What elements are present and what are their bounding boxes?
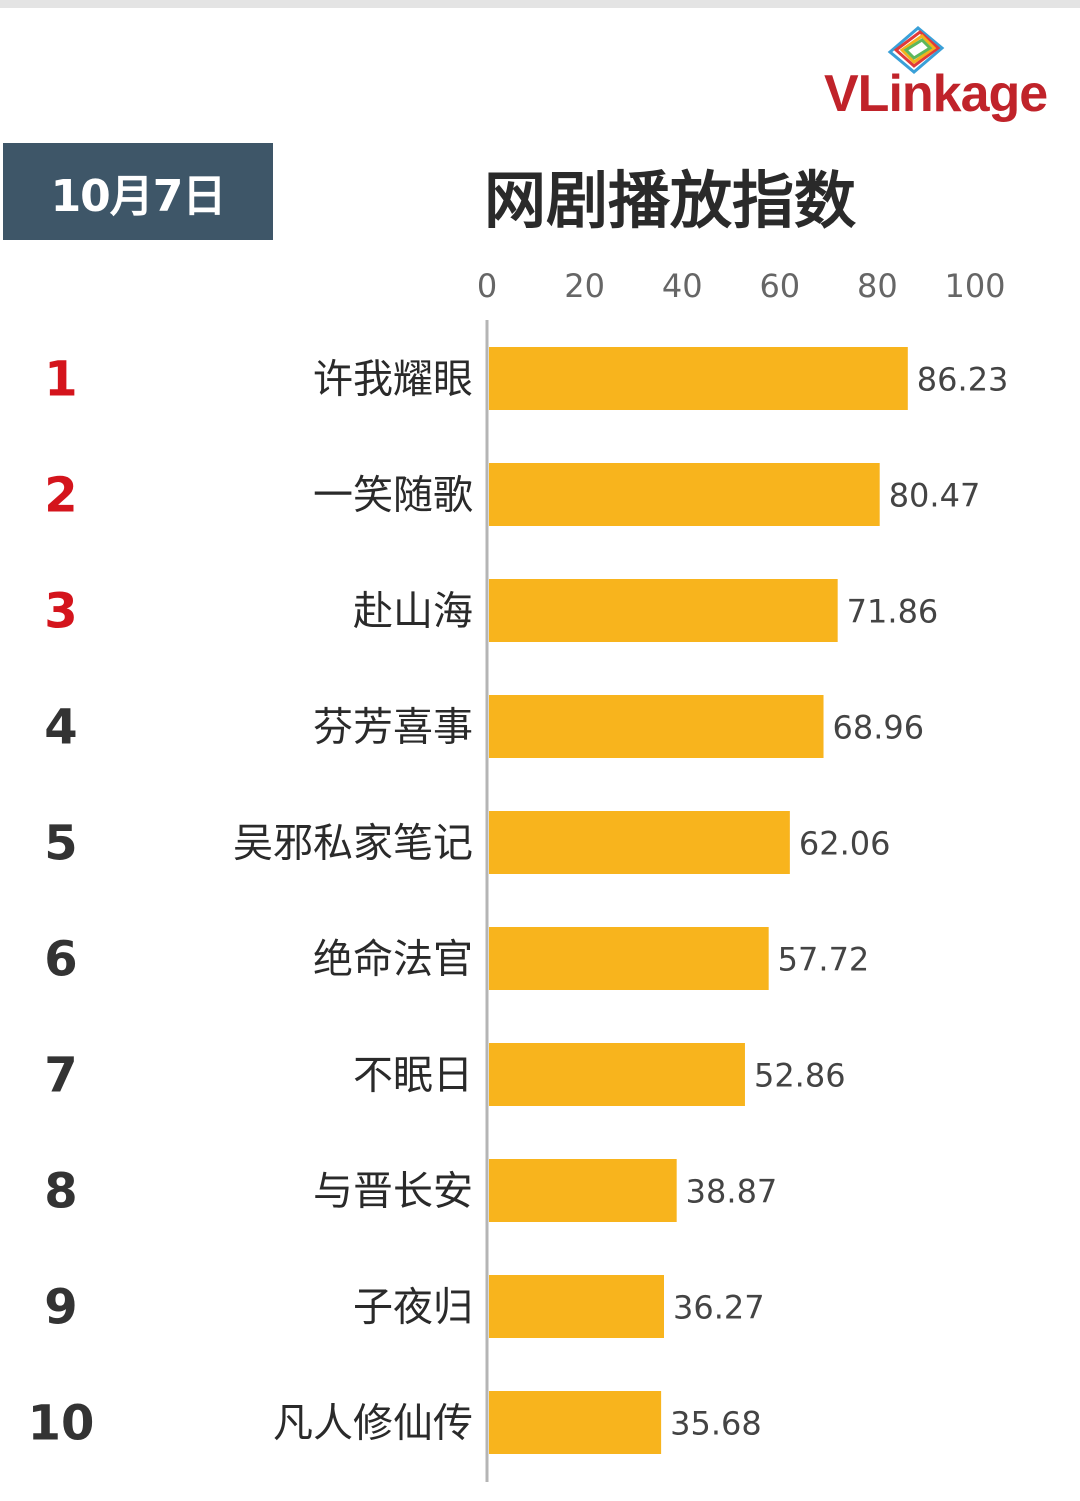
vlinkage-logo: VLinkage [820, 22, 1075, 123]
chart-title: 网剧播放指数 [483, 164, 856, 237]
value-label: 35.68 [670, 1405, 762, 1443]
value-label: 80.47 [889, 477, 981, 515]
value-label: 62.06 [799, 825, 891, 863]
bar [489, 695, 824, 758]
x-tick-label: 60 [759, 267, 800, 305]
logo-text: VLinkage [824, 65, 1048, 123]
value-label: 57.72 [778, 941, 870, 979]
bar [489, 579, 838, 642]
rank-number: 3 [44, 584, 77, 640]
bar [489, 463, 880, 526]
category-label: 与晋长安 [313, 1169, 473, 1215]
category-label: 绝命法官 [313, 937, 473, 983]
category-label: 凡人修仙传 [273, 1401, 473, 1447]
x-tick-label: 20 [564, 267, 605, 305]
rank-number: 9 [44, 1280, 77, 1336]
rank-number: 10 [28, 1396, 95, 1452]
rank-number: 1 [44, 352, 77, 408]
value-label: 36.27 [673, 1289, 765, 1327]
bar [489, 1391, 662, 1454]
x-tick-label: 40 [662, 267, 703, 305]
x-tick-label: 80 [857, 267, 898, 305]
x-tick-label: 100 [944, 267, 1005, 305]
value-label: 52.86 [754, 1057, 846, 1095]
rank-number: 6 [44, 932, 77, 988]
date-badge: 10月7日 [3, 143, 273, 240]
category-label: 赴山海 [353, 589, 473, 635]
category-label: 子夜归 [353, 1285, 473, 1331]
bar [489, 927, 769, 990]
rank-number: 4 [44, 700, 77, 756]
bar [489, 811, 790, 874]
value-label: 38.87 [686, 1173, 778, 1211]
logo-cards-icon [887, 26, 945, 74]
bar [489, 1043, 745, 1106]
category-label: 一笑随歌 [313, 473, 473, 519]
rank-number: 5 [44, 816, 77, 872]
rank-number: 2 [44, 468, 77, 524]
category-label: 吴邪私家笔记 [233, 821, 473, 867]
value-label: 71.86 [847, 593, 939, 631]
category-label: 芬芳喜事 [313, 705, 473, 751]
rank-number: 8 [44, 1164, 77, 1220]
rank-number: 7 [44, 1048, 77, 1104]
bar [489, 347, 908, 410]
bar [489, 1159, 677, 1222]
top-strip [0, 0, 1080, 8]
value-label: 86.23 [917, 361, 1009, 399]
bar [489, 1275, 664, 1338]
category-label: 许我耀眼 [313, 357, 473, 403]
value-label: 68.96 [833, 709, 925, 747]
x-tick-label: 0 [477, 267, 497, 305]
category-label: 不眠日 [353, 1053, 473, 1099]
